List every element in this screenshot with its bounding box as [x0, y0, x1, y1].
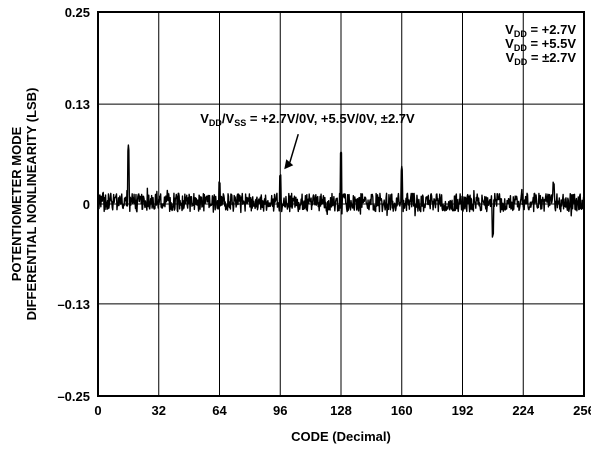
y-tick-label: –0.13 [57, 297, 90, 312]
x-tick-label: 96 [273, 403, 287, 418]
y-tick-label: –0.25 [57, 389, 90, 404]
x-tick-label: 256 [573, 403, 591, 418]
legend-entry: VDD = +2.7V [505, 22, 576, 39]
tick-layer: 0 32 64 96 128 160 192 224 256 0.25 0.13 0 –0.13 –0.2… [57, 5, 591, 418]
legend-entry: VDD = +5.5V [505, 36, 576, 53]
annotation-arrow-line [288, 133, 299, 165]
x-tick-label: 0 [94, 403, 101, 418]
x-tick-label: 32 [152, 403, 166, 418]
y-tick-label: 0.13 [65, 97, 90, 112]
x-tick-label: 224 [512, 403, 534, 418]
x-tick-label: 192 [452, 403, 474, 418]
x-axis-title: CODE (Decimal) [291, 429, 391, 444]
x-tick-label: 160 [391, 403, 413, 418]
y-axis-title-line2: DIFFERENTIAL NONLINEARITY (LSB) [24, 88, 39, 321]
annotation-arrow-head [284, 159, 294, 170]
annotation: VDD/VSS = +2.7V/0V, +5.5V/0V, ±2.7V [200, 111, 415, 170]
x-tick-label: 64 [212, 403, 227, 418]
y-tick-label: 0 [83, 197, 90, 212]
dnl-series-line [97, 144, 585, 238]
legend-entry: VDD = ±2.7V [506, 50, 577, 67]
annotation-label: VDD/VSS = +2.7V/0V, +5.5V/0V, ±2.7V [200, 111, 415, 128]
x-tick-label: 128 [330, 403, 352, 418]
plot-frame [97, 11, 585, 397]
series-layer [97, 144, 585, 238]
y-tick-label: 0.25 [65, 5, 90, 20]
y-axis-title-line1: POTENTIOMETER MODE [9, 126, 24, 281]
